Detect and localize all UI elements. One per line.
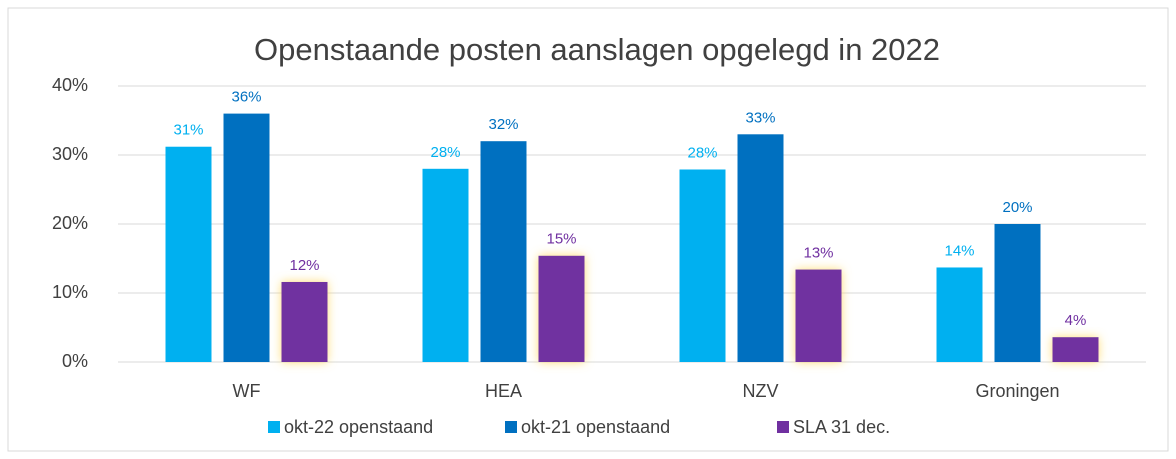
bar xyxy=(538,255,585,362)
bar xyxy=(281,281,328,362)
value-label: 28% xyxy=(687,144,717,161)
value-label: 13% xyxy=(803,245,833,262)
chart-title: Openstaande posten aanslagen opgelegd in… xyxy=(254,32,940,67)
y-tick-label: 0% xyxy=(62,351,88,371)
value-label: 28% xyxy=(430,144,460,161)
value-label: 4% xyxy=(1065,312,1087,329)
legend-label: okt-21 openstaand xyxy=(521,417,670,437)
value-label: 31% xyxy=(173,122,203,139)
x-tick-label: NZV xyxy=(743,381,779,401)
x-tick-label: Groningen xyxy=(975,381,1059,401)
bar xyxy=(165,146,212,362)
y-tick-label: 40% xyxy=(52,75,88,95)
bar xyxy=(679,169,726,362)
value-label: 36% xyxy=(231,89,261,106)
value-label: 32% xyxy=(488,116,518,133)
legend-swatch xyxy=(777,421,789,433)
bar xyxy=(223,113,270,362)
bar xyxy=(480,141,527,362)
value-label: 12% xyxy=(289,257,319,274)
value-label: 14% xyxy=(944,242,974,259)
y-tick-label: 20% xyxy=(52,213,88,233)
legend-swatch xyxy=(268,421,280,433)
y-tick-label: 30% xyxy=(52,144,88,164)
value-label: 33% xyxy=(745,109,775,126)
legend-label: SLA 31 dec. xyxy=(793,417,890,437)
legend-swatch xyxy=(505,421,517,433)
x-tick-label: HEA xyxy=(485,381,522,401)
bar xyxy=(422,168,469,362)
x-tick-label: WF xyxy=(233,381,261,401)
bar xyxy=(737,134,784,362)
legend-label: okt-22 openstaand xyxy=(284,417,433,437)
value-label: 15% xyxy=(546,231,576,248)
value-label: 20% xyxy=(1002,199,1032,216)
bar xyxy=(1052,337,1099,362)
bar xyxy=(936,267,983,362)
bar xyxy=(994,224,1041,362)
y-tick-label: 10% xyxy=(52,282,88,302)
bar xyxy=(795,269,842,362)
